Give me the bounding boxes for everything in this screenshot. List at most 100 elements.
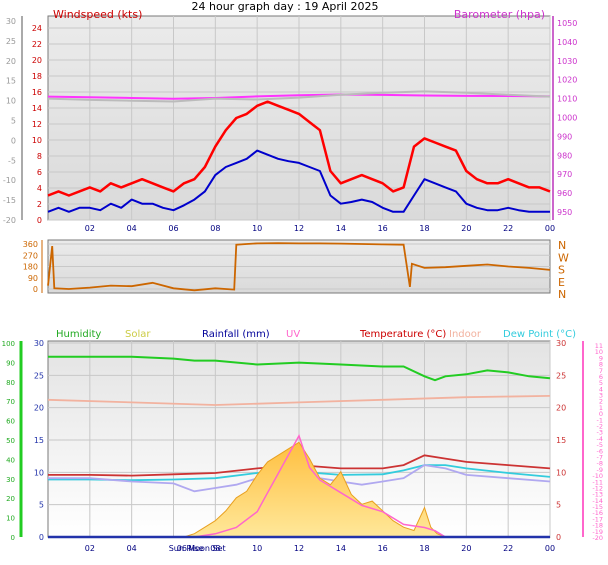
barometer-hpa-line	[47, 93, 551, 100]
wind-x-tick-label: 14	[336, 224, 346, 233]
barometer-tick-label: 970	[557, 170, 572, 179]
uv-tick-label: 0	[599, 410, 603, 418]
uv-tick-label: 6	[599, 373, 603, 381]
temperature-tick-label: 10	[556, 468, 566, 477]
uv-tick-label: -1	[597, 416, 603, 424]
temperature-x-tick-label: 00	[545, 544, 555, 553]
uv-tick-label: -19	[592, 528, 603, 536]
wind-inner-tick-label: 24	[32, 24, 42, 33]
temperature-x-tick-label: Moon Set	[188, 544, 225, 553]
temperature-tick-label: 5	[556, 501, 561, 510]
barometer-tick-label: 980	[557, 151, 572, 160]
compass-label: N	[558, 288, 566, 301]
temperature-tick-label: 0	[556, 533, 561, 542]
wind-inner-tick-label: 14	[32, 104, 42, 113]
uv-tick-label: -20	[592, 534, 603, 542]
barometer-tick-label: 950	[557, 208, 572, 217]
temperature-axes: 3025201510501009080706050403020100302520…	[2, 339, 603, 553]
humidity-tick-label: 70	[6, 398, 15, 406]
humidity-line	[48, 355, 551, 382]
compass-label: E	[558, 276, 565, 289]
wind-inner-tick-label: 16	[32, 88, 42, 97]
indoor-line	[47, 395, 551, 406]
wind-x-tick-label: 18	[419, 224, 429, 233]
uv-tick-label: -12	[592, 484, 603, 492]
uv-tick-label: 7	[599, 367, 603, 375]
wind-inner-tick-label: 20	[32, 56, 42, 65]
wind-x-tick-label: 10	[252, 224, 262, 233]
uv-tick-label: -7	[597, 453, 603, 461]
barometer-tick-label: 1040	[557, 38, 577, 47]
uv-tick-label: -14	[592, 497, 603, 505]
temperature-x-tick-label: 10	[252, 544, 262, 553]
uv-tick-label: -8	[597, 460, 603, 468]
temperature-tick-label: 15	[556, 436, 566, 445]
rainfall-tick-label: 25	[34, 371, 44, 380]
uv-tick-label: -11	[592, 478, 603, 486]
uv-tick-label: -3	[597, 429, 603, 437]
direction-tick-label: 0	[33, 285, 38, 294]
barometer-tick-label: 1050	[557, 19, 577, 28]
rainfall-tick-label: 5	[39, 501, 44, 510]
wind-x-tick-label: 22	[503, 224, 513, 233]
wind-x-tick-label: 08	[210, 224, 220, 233]
temperature-x-tick-label: 04	[127, 544, 137, 553]
temperature-x-tick-label: 22	[503, 544, 513, 553]
humidity-tick-label: 20	[6, 495, 15, 503]
barometer-tick-label: 1010	[557, 95, 577, 104]
humidity-tick-label: 90	[6, 359, 15, 367]
wind-inner-tick-label: 12	[32, 120, 42, 129]
uv-tick-label: -15	[592, 503, 603, 511]
humidity-tick-label: 50	[6, 437, 15, 445]
uv-tick-label: -18	[592, 522, 603, 530]
wind-x-tick-label: 00	[545, 224, 555, 233]
uv-tick-label: 8	[599, 361, 603, 369]
wind-outer-tick-label: -5	[8, 156, 16, 165]
wind-outer-tick-label: 30	[6, 17, 16, 26]
indoor-barometer-line	[47, 90, 551, 103]
humidity-tick-label: 30	[6, 476, 15, 484]
wind-outer-tick-label: -10	[3, 176, 16, 185]
temperature-x-tick-label: 12	[294, 544, 304, 553]
legend-indoor: Indoor	[449, 329, 482, 340]
wind-axes: 242220181614121086420302520151050-5-10-1…	[3, 16, 577, 233]
temperature-x-tick-label: 06	[177, 544, 187, 553]
wind-inner-tick-label: 18	[32, 72, 42, 81]
uv-tick-label: 11	[595, 342, 603, 350]
temperature-x-tick-label: Sun Rise	[169, 544, 204, 553]
legend-humidity: Humidity	[56, 329, 101, 340]
rainfall-tick-label: 30	[34, 339, 44, 348]
wind-x-tick-label: 04	[127, 224, 137, 233]
humidity-tick-label: 80	[6, 379, 15, 387]
uv-tick-label: -2	[597, 423, 603, 431]
chart-title: 24 hour graph day : 19 April 2025	[192, 0, 379, 13]
legend-rainfall-mm: Rainfall (mm)	[202, 329, 270, 340]
wind-speed-line	[47, 149, 550, 213]
wind-inner-tick-label: 6	[37, 168, 42, 177]
temperature-x-tick-label: 14	[336, 544, 346, 553]
humidity-tick-label: 40	[6, 456, 15, 464]
barometer-tick-label: 1020	[557, 76, 577, 85]
temperature-x-tick-label: 08	[210, 544, 220, 553]
humidity-tick-label: 60	[6, 418, 15, 426]
wind-gust-line	[47, 100, 551, 197]
uv-tick-label: 3	[599, 392, 603, 400]
uv-tick-label: 10	[595, 348, 603, 356]
rainfall-tick-label: 10	[34, 468, 44, 477]
rainfall-tick-label: 0	[39, 533, 44, 542]
uv-line	[48, 433, 550, 538]
wind-outer-tick-label: 20	[6, 57, 16, 66]
temperature-legend: Humidity Solar Rainfall (mm) UV Temperature …	[56, 329, 576, 340]
legend-solar: Solar	[125, 329, 151, 340]
uv-tick-label: 2	[599, 398, 603, 406]
direction-tick-label: 180	[23, 263, 38, 272]
uv-tick-label: -5	[597, 441, 603, 449]
legend-temperature-c: Temperature (°C)	[359, 329, 446, 340]
humidity-tick-label: 0	[11, 534, 15, 542]
legend-dew-point-c: Dew Point (°C)	[503, 329, 576, 340]
temperature-x-tick-label: 16	[378, 544, 388, 553]
uv-tick-label: -17	[592, 515, 603, 523]
uv-tick-label: -10	[592, 472, 603, 480]
uv-tick-label: -9	[597, 466, 603, 474]
